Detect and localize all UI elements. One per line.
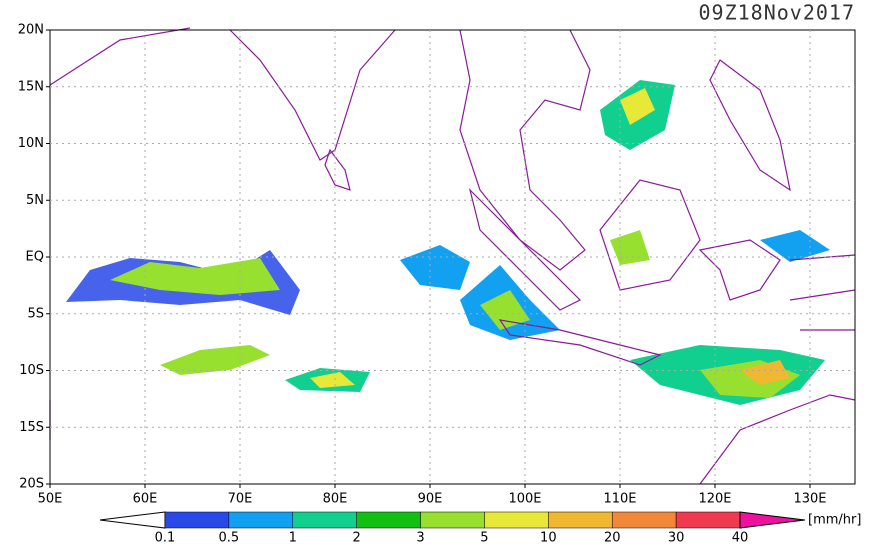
lat-label: 10S — [19, 363, 44, 378]
map-title: 09Z18Nov2017 — [699, 1, 856, 25]
colorbar-swatch — [548, 511, 613, 529]
lon-label: 60E — [133, 492, 158, 507]
lon-label: 120E — [698, 492, 731, 507]
lat-label: 5N — [26, 193, 44, 208]
colorbar-label: 5 — [480, 531, 488, 544]
colorbar-swatch — [675, 511, 741, 529]
lon-label: 130E — [793, 492, 826, 507]
lat-label: 10N — [18, 136, 44, 151]
colorbar-swatch — [611, 511, 677, 529]
colorbar-unit: [mm/hr] — [808, 513, 861, 528]
colorbar-swatch — [484, 511, 549, 529]
colorbar-swatch — [164, 511, 230, 529]
lat-label: 15S — [19, 420, 44, 435]
lat-label: EQ — [26, 250, 44, 265]
colorbar-swatch — [420, 511, 485, 529]
lon-label: 80E — [323, 492, 348, 507]
precipitation-areas — [66, 80, 830, 405]
lat-label: 5S — [27, 306, 44, 321]
lon-label: 110E — [603, 492, 636, 507]
lat-label: 15N — [18, 79, 44, 94]
colorbar-swatch — [228, 511, 294, 529]
colorbar-label: 0.1 — [155, 531, 176, 544]
lon-label: 70E — [228, 492, 253, 507]
colorbar-label: 0.5 — [219, 531, 240, 544]
colorbar-label: 10 — [540, 531, 557, 544]
colorbar-label: 2 — [353, 531, 361, 544]
colorbar-swatch — [292, 511, 357, 529]
colorbar-label: 20 — [604, 531, 621, 544]
lat-label: 20S — [19, 477, 44, 492]
colorbar-arrow — [99, 511, 166, 529]
lon-label: 90E — [418, 492, 443, 507]
colorbar-label: 30 — [668, 531, 685, 544]
lon-label: 100E — [508, 492, 541, 507]
lat-label: 20N — [18, 23, 44, 38]
colorbar-label: 40 — [732, 531, 749, 544]
colorbar-swatch — [356, 511, 421, 529]
colorbar-label: 1 — [289, 531, 297, 544]
colorbar-label: 3 — [416, 531, 424, 544]
lon-label: 50E — [38, 492, 63, 507]
colorbar-arrow — [739, 511, 806, 529]
